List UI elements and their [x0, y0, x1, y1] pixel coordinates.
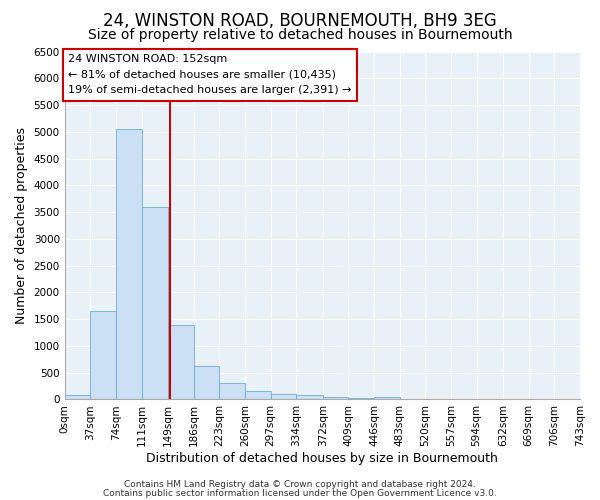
- Text: 24, WINSTON ROAD, BOURNEMOUTH, BH9 3EG: 24, WINSTON ROAD, BOURNEMOUTH, BH9 3EG: [103, 12, 497, 30]
- Bar: [116, 129, 142, 400]
- Bar: [65, 396, 91, 400]
- Bar: [323, 397, 349, 400]
- Bar: [91, 311, 116, 400]
- Text: Size of property relative to detached houses in Bournemouth: Size of property relative to detached ho…: [88, 28, 512, 42]
- Text: 24 WINSTON ROAD: 152sqm
← 81% of detached houses are smaller (10,435)
19% of sem: 24 WINSTON ROAD: 152sqm ← 81% of detache…: [68, 54, 352, 96]
- Bar: [142, 206, 168, 400]
- X-axis label: Distribution of detached houses by size in Bournemouth: Distribution of detached houses by size …: [146, 452, 498, 465]
- Bar: [168, 324, 194, 400]
- Bar: [245, 391, 271, 400]
- Y-axis label: Number of detached properties: Number of detached properties: [15, 127, 28, 324]
- Bar: [271, 394, 296, 400]
- Bar: [220, 384, 245, 400]
- Text: Contains public sector information licensed under the Open Government Licence v3: Contains public sector information licen…: [103, 488, 497, 498]
- Bar: [194, 366, 220, 400]
- Bar: [374, 397, 400, 400]
- Text: Contains HM Land Registry data © Crown copyright and database right 2024.: Contains HM Land Registry data © Crown c…: [124, 480, 476, 489]
- Bar: [296, 396, 323, 400]
- Bar: [349, 398, 374, 400]
